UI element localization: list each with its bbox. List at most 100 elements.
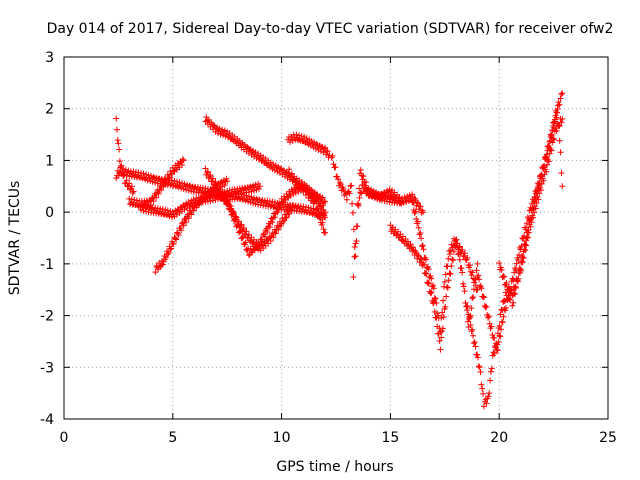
data-point: [470, 340, 477, 347]
data-point: [190, 196, 197, 203]
data-point: [459, 246, 466, 253]
data-point: [259, 238, 266, 245]
data-point: [497, 311, 504, 318]
data-point: [515, 275, 522, 282]
data-point: [536, 190, 543, 197]
data-point: [469, 326, 476, 333]
data-point: [350, 226, 357, 233]
data-point: [250, 236, 257, 243]
data-point: [274, 168, 281, 175]
data-point: [442, 303, 449, 310]
data-point: [168, 245, 175, 252]
data-point: [256, 156, 263, 163]
data-point: [349, 200, 356, 207]
data-point: [498, 318, 505, 325]
data-point: [352, 253, 359, 260]
data-point: [521, 246, 528, 253]
data-point: [531, 209, 538, 216]
data-point: [269, 198, 276, 205]
series-trace-p: [474, 90, 566, 354]
data-point: [488, 323, 495, 330]
data-point: [512, 283, 519, 290]
data-point: [430, 282, 437, 289]
data-point: [296, 132, 303, 139]
data-point: [172, 235, 179, 242]
data-point: [286, 166, 293, 173]
data-point: [555, 99, 562, 106]
data-point: [219, 126, 226, 133]
data-point: [212, 179, 219, 186]
data-point: [188, 188, 195, 195]
data-point: [332, 164, 339, 171]
data-point: [415, 200, 422, 207]
data-point: [312, 145, 319, 152]
data-point: [552, 125, 559, 132]
data-point: [550, 135, 557, 142]
data-point: [289, 203, 296, 210]
data-point: [137, 207, 144, 214]
data-point: [349, 209, 356, 216]
data-point: [470, 294, 477, 301]
data-point: [191, 184, 198, 191]
data-point: [279, 199, 286, 206]
data-point: [298, 182, 305, 189]
data-point: [535, 196, 542, 203]
data-point: [545, 158, 552, 165]
data-point: [118, 162, 125, 169]
data-point: [527, 223, 534, 230]
data-point: [120, 173, 127, 180]
data-point: [474, 260, 481, 267]
data-point: [466, 262, 473, 269]
data-point: [319, 194, 326, 201]
data-point: [309, 194, 316, 201]
data-point: [480, 293, 487, 300]
data-point: [512, 267, 519, 274]
ticks-layer: 0 5 10 15 20 25 -4 -3 -2 -1 0 1 2 3: [40, 50, 617, 446]
data-point: [171, 177, 178, 184]
data-point: [544, 156, 551, 163]
data-point: [420, 209, 427, 216]
data-point: [420, 261, 427, 268]
data-point: [464, 254, 471, 261]
data-point: [220, 189, 227, 196]
data-point: [264, 228, 271, 235]
data-point: [114, 137, 121, 144]
data-point: [343, 196, 350, 203]
data-point: [140, 207, 147, 214]
data-point: [480, 390, 487, 397]
data-point: [353, 223, 360, 230]
data-point: [351, 244, 358, 251]
data-point: [267, 238, 274, 245]
data-point: [229, 186, 236, 193]
data-point: [446, 251, 453, 258]
data-point: [522, 247, 529, 254]
data-point: [381, 197, 388, 204]
data-point: [267, 159, 274, 166]
data-point: [387, 195, 394, 202]
data-point: [202, 185, 209, 192]
data-point: [276, 170, 283, 177]
data-point: [501, 273, 508, 280]
data-point: [452, 237, 459, 244]
data-point: [303, 135, 310, 142]
series-trace-i: [285, 131, 333, 161]
data-point: [175, 231, 182, 238]
data-point: [436, 338, 443, 345]
data-point: [150, 173, 157, 180]
data-point: [437, 346, 444, 353]
plot-frame: [63, 56, 609, 420]
data-point: [167, 208, 174, 215]
data-point: [301, 134, 308, 141]
data-point: [422, 270, 429, 277]
data-point: [464, 303, 471, 310]
data-point: [205, 116, 212, 123]
data-point: [376, 196, 383, 203]
data-point: [306, 192, 313, 199]
x-axis-label: GPS time / hours: [276, 459, 393, 475]
data-point: [352, 240, 359, 247]
data-point: [554, 102, 561, 109]
data-point: [173, 236, 180, 243]
data-point: [415, 224, 422, 231]
data-point: [253, 196, 260, 203]
data-point: [183, 186, 190, 193]
